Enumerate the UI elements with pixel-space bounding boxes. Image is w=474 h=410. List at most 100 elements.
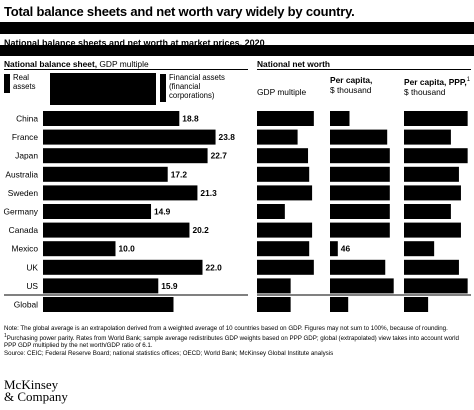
value-label-france: 23.8: [219, 132, 236, 142]
redacted-bar-uk-col1: [257, 259, 314, 275]
redacted-bar-canada-col1: [257, 222, 313, 238]
footnote-1-text: Purchasing power parity. Rates from Worl…: [4, 334, 459, 350]
left-panel-header: National balance sheet, GDP multiple: [4, 59, 149, 69]
country-label-uk: UK: [26, 262, 38, 272]
redacted-bar-us-col3: [404, 278, 468, 294]
footnote-1: 1Purchasing power parity. Rates from Wor…: [4, 333, 470, 350]
column-header-per-capita-unit: $ thousand: [330, 85, 372, 95]
redacted-bar-sweden-col1: [257, 185, 313, 201]
footnote-note: Note: The global average is an extrapola…: [4, 325, 448, 332]
value-label-mexico: 10.0: [119, 244, 136, 254]
bar-global: [43, 297, 174, 312]
value-label-global: 18.0: [175, 300, 192, 310]
right-panel-header: National net worth: [257, 59, 330, 69]
footnote-source: Source: CEIC; Federal Reserve Board; nat…: [4, 349, 334, 357]
value-label-germany: 14.9: [154, 207, 171, 217]
redacted-bar-uk-col3: [404, 259, 459, 275]
country-label-france: France: [12, 132, 38, 142]
redacted-bar-france-col1: [257, 129, 298, 145]
redacted-bar-france-col2: [330, 129, 388, 145]
mckinsey-logo: McKinsey & Company: [4, 377, 68, 404]
country-label-china: China: [16, 114, 38, 124]
footnotes: Note: The global average is an extrapola…: [4, 325, 470, 357]
country-label-japan: Japan: [15, 151, 38, 161]
bar-mexico: [43, 241, 116, 257]
value-label-us: 15.9: [161, 281, 178, 291]
column-header-per-capita-bold: Per capita,: [330, 75, 373, 85]
value-label-canada: 20.2: [192, 225, 209, 235]
country-label-australia: Australia: [5, 169, 38, 179]
column-header-per-capita: Per capita, $ thousand: [330, 75, 372, 95]
value-label-uk: 22.0: [206, 262, 223, 272]
legend-swatch-real-assets: [4, 74, 10, 93]
redacted-bar-australia-col2: [330, 166, 390, 182]
redacted-bar-france-col3: [404, 129, 451, 145]
bar-germany: [43, 204, 152, 219]
bar-australia: [43, 166, 168, 182]
redacted-bar-canada-col2: [330, 222, 390, 238]
footnote-1-marker: 1: [4, 332, 7, 339]
redaction-block: [0, 45, 474, 56]
redacted-bar-china-col1: [257, 111, 314, 126]
redacted-bar-mexico-col2: [330, 241, 338, 257]
legend-label-real-assets: Real assets: [13, 73, 36, 91]
redacted-bar-global-col1: [257, 297, 291, 312]
value-label-australia: 17.2: [171, 169, 188, 179]
bar-france: [43, 129, 216, 145]
redacted-bar-germany-col3: [404, 204, 451, 219]
column-header-gdp-multiple: GDP multiple: [257, 87, 306, 97]
left-header-rule: [4, 69, 248, 70]
redacted-bar-us-col1: [257, 278, 291, 294]
chart-title: Total balance sheets and net worth vary …: [4, 4, 355, 19]
redacted-bar-uk-col2: [330, 259, 386, 275]
redaction-block: [0, 22, 474, 34]
bar-us: [43, 278, 159, 294]
value-label-sweden: 21.3: [200, 188, 217, 198]
left-panel-header-bold: National balance sheet,: [4, 59, 98, 69]
redacted-bar-mexico-col3: [404, 241, 435, 257]
country-label-germany: Germany: [4, 207, 39, 217]
country-label-mexico: Mexico: [11, 244, 38, 254]
left-panel-header-unit: GDP multiple: [97, 59, 149, 69]
column-header-per-capita-ppp-bold: Per capita, PPP,: [404, 76, 467, 87]
bar-japan: [43, 148, 208, 164]
value-label-china: 18.8: [182, 114, 199, 124]
legend-label-financial-assets: Financial assets (financial corporations…: [169, 73, 225, 100]
redacted-bar-canada-col3: [404, 222, 461, 238]
redacted-bar-mexico-col1: [257, 241, 310, 257]
bar-china: [43, 111, 180, 126]
redacted-bar-global-col2: [330, 297, 349, 312]
redacted-bar-japan-col3: [404, 148, 468, 164]
country-label-sweden: Sweden: [8, 188, 39, 198]
redacted-bar-sweden-col2: [330, 185, 390, 201]
chart-subtitle: National balance sheets and net worth at…: [4, 38, 265, 48]
redacted-bar-germany-col2: [330, 204, 390, 219]
redacted-bar-global-col3: [404, 297, 429, 312]
column-header-per-capita-ppp-unit: $ thousand: [404, 86, 446, 97]
country-label-global: Global: [14, 300, 38, 310]
redacted-bar-us-col2: [330, 278, 394, 294]
redacted-bar-japan-col2: [330, 148, 390, 164]
country-label-canada: Canada: [9, 225, 39, 235]
legend-swatch-redacted: [50, 73, 156, 105]
redacted-bar-germany-col1: [257, 204, 285, 219]
logo-line-2: & Company: [4, 389, 68, 404]
redacted-bar-australia-col1: [257, 166, 310, 182]
bar-sweden: [43, 185, 198, 201]
bar-uk: [43, 259, 203, 275]
logo-line-1: McKinsey: [4, 377, 59, 392]
country-label-us: US: [26, 281, 38, 291]
redacted-bar-china-col3: [404, 111, 468, 126]
right-panel-header-text: National net worth: [257, 59, 331, 69]
value-label-mexico-per-capita: 46: [341, 244, 351, 254]
legend-swatch-financial-assets: [160, 74, 166, 102]
value-label-japan: 22.7: [211, 151, 228, 161]
right-header-rule: [257, 69, 471, 70]
bar-canada: [43, 222, 190, 238]
redacted-bar-japan-col1: [257, 148, 309, 164]
column-header-per-capita-ppp: Per capita, PPP,1 $ thousand: [404, 75, 470, 97]
redacted-bar-australia-col3: [404, 166, 459, 182]
redacted-bar-sweden-col3: [404, 185, 461, 201]
redacted-bar-china-col2: [330, 111, 350, 126]
